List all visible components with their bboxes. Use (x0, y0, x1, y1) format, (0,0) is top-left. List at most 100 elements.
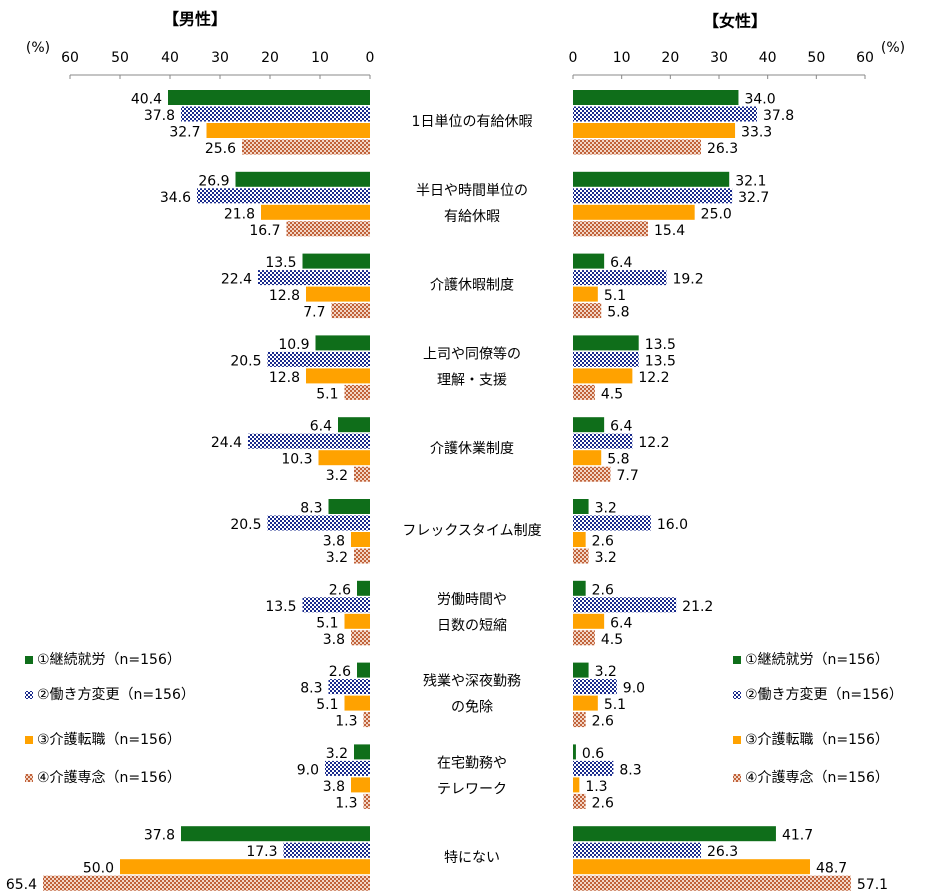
legend-swatch (25, 774, 33, 782)
value-label: 16.0 (657, 517, 688, 533)
bar (328, 679, 370, 695)
bar (328, 499, 370, 514)
value-label: 33.3 (741, 125, 772, 141)
legend-label: ③介護転職（n=156） (37, 732, 181, 748)
bar (573, 123, 736, 138)
bar (573, 171, 730, 187)
bar (573, 580, 586, 596)
category-label: 半日や時間単位の有給休暇 (416, 183, 528, 225)
value-label: 65.4 (6, 877, 37, 893)
value-label: 13.5 (265, 599, 296, 615)
legend-label: ②働き方変更（n=156） (745, 686, 903, 703)
bar (573, 221, 648, 237)
bar (357, 580, 370, 596)
bar (248, 433, 370, 449)
bar (168, 90, 370, 105)
value-label: 3.2 (595, 550, 617, 566)
value-label: 37.8 (763, 108, 794, 124)
x-tick-label: 20 (261, 50, 279, 66)
bar (181, 826, 370, 842)
bar (573, 532, 586, 547)
x-tick-label: 10 (311, 50, 329, 66)
value-label: 26.3 (707, 844, 738, 860)
bar (573, 433, 633, 449)
x-tick-label: 40 (161, 50, 179, 66)
value-label: 12.8 (269, 370, 300, 386)
bar (354, 744, 370, 760)
category-label: 残業や深夜勤務の免除 (423, 674, 521, 716)
value-label: 32.1 (735, 173, 766, 189)
chart-title: 【女性】 (703, 12, 767, 31)
bar (206, 123, 370, 138)
value-label: 37.8 (144, 108, 175, 124)
bar (573, 548, 589, 564)
bar (573, 417, 605, 433)
bar (573, 466, 611, 482)
bar (573, 842, 701, 858)
value-label: 25.0 (701, 206, 732, 222)
x-tick-label: 10 (613, 50, 631, 66)
category-label: 上司や同僚等の理解・支援 (423, 345, 521, 388)
bar (573, 679, 617, 695)
category-label: 1日単位の有給休暇 (412, 114, 533, 130)
x-tick-label: 50 (111, 50, 129, 66)
bar (267, 351, 370, 367)
category-label: フレックスタイム制度 (402, 523, 541, 539)
bar (573, 630, 595, 646)
bar (261, 204, 370, 220)
bar (573, 384, 595, 400)
bar (573, 695, 598, 711)
bar (354, 548, 370, 564)
value-label: 26.3 (707, 141, 738, 157)
value-label: 8.3 (300, 501, 322, 517)
x-tick-label: 50 (807, 50, 825, 66)
value-label: 12.2 (638, 435, 669, 451)
value-label: 5.8 (607, 452, 629, 468)
value-label: 3.8 (323, 534, 345, 550)
value-label: 4.5 (601, 632, 623, 648)
bar (302, 597, 370, 613)
value-label: 3.2 (326, 746, 348, 762)
bar (306, 286, 370, 302)
value-label: 6.4 (310, 419, 332, 435)
value-label: 1.3 (335, 795, 357, 811)
legend-label: ①継続就労（n=156） (745, 651, 889, 668)
value-label: 7.7 (303, 305, 325, 321)
legend-swatch (25, 656, 33, 664)
legend-swatch (25, 691, 33, 699)
value-label: 3.2 (595, 501, 617, 517)
value-label: 34.0 (744, 92, 775, 108)
value-label: 4.5 (601, 386, 623, 402)
value-label: 21.8 (224, 206, 255, 222)
bar (573, 90, 739, 105)
value-label: 24.4 (211, 435, 242, 451)
bar (331, 303, 370, 319)
bar (315, 335, 370, 351)
category-label: 労働時間や日数の短縮 (437, 592, 507, 634)
bar (283, 842, 370, 858)
bar (267, 515, 370, 531)
value-label: 20.5 (230, 517, 261, 533)
value-label: 32.7 (738, 190, 769, 206)
value-label: 5.1 (316, 697, 338, 713)
value-label: 12.2 (638, 370, 669, 386)
bar (120, 859, 370, 875)
bar (573, 286, 598, 302)
legend-swatch (733, 691, 741, 699)
legend-label: ④介護専念（n=156） (745, 769, 889, 786)
value-label: 2.6 (592, 582, 614, 598)
category-label: 介護休暇制度 (430, 278, 514, 294)
bar (344, 384, 370, 400)
bar (573, 597, 677, 613)
value-label: 2.6 (329, 582, 351, 598)
legend-swatch (25, 736, 33, 744)
bar (573, 793, 586, 809)
x-tick-label: 20 (661, 50, 679, 66)
value-label: 5.8 (607, 305, 629, 321)
value-label: 25.6 (205, 141, 236, 157)
value-label: 5.1 (604, 288, 626, 304)
bar (181, 106, 370, 122)
legend-swatch (733, 656, 741, 664)
x-tick-label: 60 (856, 50, 874, 66)
